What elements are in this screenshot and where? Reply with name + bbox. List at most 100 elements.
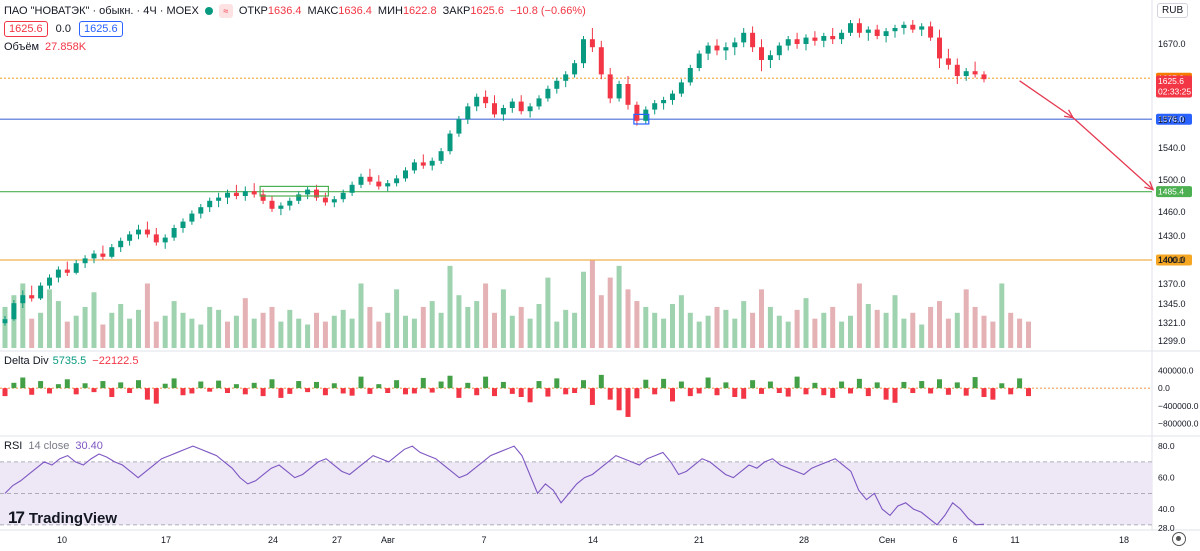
- candle-body: [945, 58, 951, 65]
- delta-bar: [474, 388, 480, 396]
- candle-body: [839, 32, 845, 40]
- delta-bar: [296, 381, 302, 389]
- volume-bar: [945, 318, 951, 348]
- candle-body: [883, 31, 889, 36]
- price-axis-tick: 1370.0: [1158, 279, 1186, 289]
- volume-bar: [225, 321, 230, 348]
- volume-bar: [536, 304, 542, 348]
- delta-bar: [616, 388, 622, 411]
- delta-bar: [429, 388, 435, 393]
- volume-bar: [420, 306, 426, 348]
- volume-value: 27.858K: [45, 41, 87, 53]
- price-level-tag: [1156, 254, 1192, 266]
- candle-body: [305, 189, 311, 195]
- volume-bar: [20, 283, 26, 348]
- volume-bar: [937, 301, 942, 348]
- volume-legend[interactable]: Объём 27.858K: [4, 41, 86, 53]
- delta-bar: [322, 388, 328, 396]
- time-axis-tick: 24: [268, 535, 278, 545]
- volume-bar: [340, 309, 346, 348]
- wave-icon[interactable]: ≈: [218, 4, 233, 18]
- volume-bar: [1008, 312, 1014, 348]
- ask-button[interactable]: 1625.6: [78, 21, 123, 37]
- volume-bar: [11, 295, 17, 348]
- candle-body: [367, 176, 373, 182]
- volume-bar: [144, 283, 150, 348]
- volume-bar: [269, 306, 275, 348]
- settings-icon[interactable]: [1172, 532, 1186, 546]
- rsi-legend[interactable]: RSI 14 close 30.40: [4, 440, 103, 452]
- volume-bar: [767, 306, 773, 348]
- delta-bar: [999, 383, 1005, 389]
- delta-bar: [750, 380, 756, 389]
- delta-bar: [759, 388, 764, 394]
- candle-body: [225, 192, 230, 198]
- delta-bar: [830, 388, 836, 398]
- volume-bar: [296, 318, 302, 348]
- volume-bar: [109, 312, 115, 348]
- delta-bar: [821, 388, 827, 396]
- candle-body: [509, 101, 515, 108]
- delta-bar: [136, 380, 141, 389]
- delta-axis-tick: −400000.0: [1158, 401, 1199, 411]
- candle-body: [349, 184, 355, 193]
- price-axis-tick: 1500.0: [1158, 175, 1186, 185]
- volume-bar: [981, 315, 987, 348]
- delta-bar: [171, 378, 177, 389]
- candle-body: [785, 39, 791, 46]
- volume-bar: [73, 315, 79, 348]
- rsi-params: 14 close: [28, 440, 70, 452]
- volume-bar: [162, 315, 168, 348]
- delta-bar: [678, 381, 684, 389]
- volume-bar: [892, 295, 898, 348]
- delta-bar: [607, 388, 613, 400]
- candle-body: [109, 247, 115, 257]
- volume-bar: [545, 277, 551, 348]
- candle-body: [892, 28, 898, 32]
- currency-button[interactable]: RUB: [1157, 3, 1189, 18]
- volume-bar: [954, 312, 960, 348]
- volume-bar: [776, 315, 782, 348]
- delta-bar: [589, 388, 595, 405]
- price-level-tag: [1156, 75, 1192, 98]
- candle-body: [216, 197, 222, 201]
- symbol-title[interactable]: ПАО "НОВАТЭК" · обыкн. · 4Ч · MOEX: [4, 5, 199, 17]
- annotation-arrowhead: [1064, 109, 1075, 119]
- time-axis-tick: 27: [332, 535, 342, 545]
- candle-body: [91, 253, 97, 259]
- time-axis-tick: 21: [694, 535, 704, 545]
- candle-body: [47, 277, 52, 286]
- low-value: 1622.8: [402, 5, 437, 17]
- candle-body: [954, 64, 960, 76]
- delta-bar: [331, 383, 337, 389]
- time-axis-tick: 11: [1010, 535, 1019, 545]
- candle-body: [598, 47, 604, 75]
- volume-bar: [465, 306, 471, 348]
- volume-bar: [643, 306, 649, 348]
- delta-bar: [634, 388, 640, 399]
- candle-body: [198, 207, 204, 214]
- delta-legend[interactable]: Delta Div 5735.5 −22122.5: [4, 355, 138, 367]
- volume-bar: [305, 324, 311, 348]
- candle-body: [394, 178, 400, 184]
- delta-bar: [376, 384, 382, 389]
- tradingview-logo: 17 TradingView: [8, 508, 117, 528]
- delta-bar: [82, 383, 88, 389]
- volume-bar: [483, 283, 489, 348]
- price-axis-tick: 1345.0: [1158, 299, 1186, 309]
- delta-bar: [55, 384, 61, 389]
- volume-bar: [153, 321, 159, 348]
- volume-bar: [839, 321, 845, 348]
- delta-bar: [207, 388, 213, 392]
- bid-button[interactable]: 1625.6: [4, 21, 48, 37]
- delta-bar: [981, 388, 987, 397]
- volume-bar: [990, 321, 996, 348]
- delta-bar: [225, 388, 230, 394]
- market-status-icon: [204, 7, 213, 15]
- candle-body: [723, 47, 729, 51]
- candle-body: [972, 71, 978, 75]
- close-value: 1625.6: [470, 5, 504, 17]
- volume-bar: [233, 315, 239, 348]
- delta-bar: [340, 388, 346, 394]
